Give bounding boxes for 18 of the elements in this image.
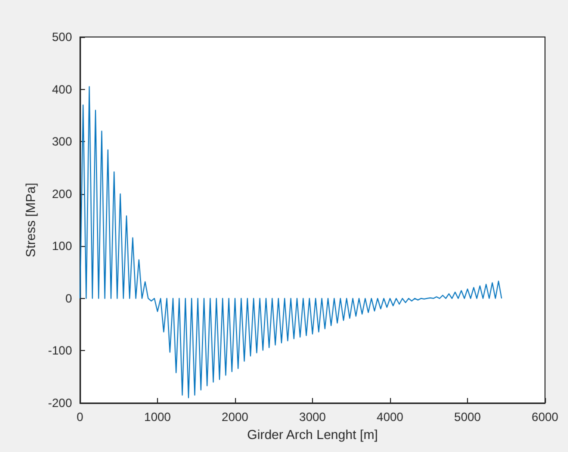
- x-axis-title: Girder Arch Lenght [m]: [247, 426, 378, 442]
- x-tick-label: 1000: [144, 410, 172, 424]
- x-tick-label: 5000: [454, 410, 482, 424]
- y-tick-label: -200: [48, 396, 72, 410]
- y-tick-label: 100: [52, 239, 72, 254]
- y-tick-label: 300: [52, 134, 72, 149]
- y-tick-label: 200: [52, 186, 72, 201]
- y-tick-label: 0: [65, 291, 72, 306]
- x-tick-label: 4000: [376, 410, 404, 424]
- y-tick-label: -100: [48, 344, 72, 358]
- y-tick-label: 500: [52, 30, 72, 44]
- x-tick-label: 0: [76, 410, 84, 424]
- line-series: [80, 86, 502, 398]
- x-tick-label: 3000: [299, 410, 326, 424]
- x-tick-label: 6000: [532, 410, 559, 424]
- y-axis-title: Stress [MPa]: [23, 182, 38, 258]
- y-tick-label: 400: [52, 82, 72, 96]
- x-tick-label: 2000: [222, 410, 249, 424]
